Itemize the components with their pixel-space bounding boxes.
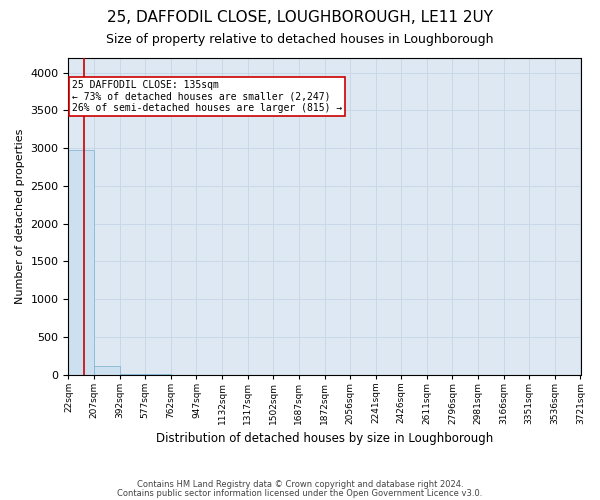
Text: Size of property relative to detached houses in Loughborough: Size of property relative to detached ho… bbox=[106, 32, 494, 46]
Text: 25 DAFFODIL CLOSE: 135sqm
← 73% of detached houses are smaller (2,247)
26% of se: 25 DAFFODIL CLOSE: 135sqm ← 73% of detac… bbox=[72, 80, 343, 114]
Bar bbox=[94, 366, 119, 374]
Bar bbox=[68, 150, 94, 374]
Text: Contains HM Land Registry data © Crown copyright and database right 2024.: Contains HM Land Registry data © Crown c… bbox=[137, 480, 463, 489]
Text: 25, DAFFODIL CLOSE, LOUGHBOROUGH, LE11 2UY: 25, DAFFODIL CLOSE, LOUGHBOROUGH, LE11 2… bbox=[107, 10, 493, 25]
X-axis label: Distribution of detached houses by size in Loughborough: Distribution of detached houses by size … bbox=[156, 432, 493, 445]
Text: Contains public sector information licensed under the Open Government Licence v3: Contains public sector information licen… bbox=[118, 489, 482, 498]
Y-axis label: Number of detached properties: Number of detached properties bbox=[15, 128, 25, 304]
